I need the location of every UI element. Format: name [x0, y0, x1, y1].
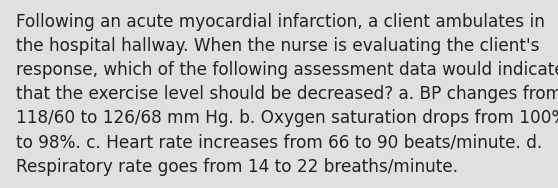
Text: 118/60 to 126/68 mm Hg. b. Oxygen saturation drops from 100%: 118/60 to 126/68 mm Hg. b. Oxygen satura…: [16, 109, 558, 127]
Text: response, which of the following assessment data would indicate: response, which of the following assessm…: [16, 61, 558, 79]
Text: the hospital hallway. When the nurse is evaluating the client's: the hospital hallway. When the nurse is …: [16, 37, 539, 55]
Text: that the exercise level should be decreased? a. BP changes from: that the exercise level should be decrea…: [16, 85, 558, 103]
Text: Following an acute myocardial infarction, a client ambulates in: Following an acute myocardial infarction…: [16, 13, 545, 31]
Text: Respiratory rate goes from 14 to 22 breaths/minute.: Respiratory rate goes from 14 to 22 brea…: [16, 158, 458, 176]
Text: to 98%. c. Heart rate increases from 66 to 90 beats/minute. d.: to 98%. c. Heart rate increases from 66 …: [16, 133, 542, 152]
